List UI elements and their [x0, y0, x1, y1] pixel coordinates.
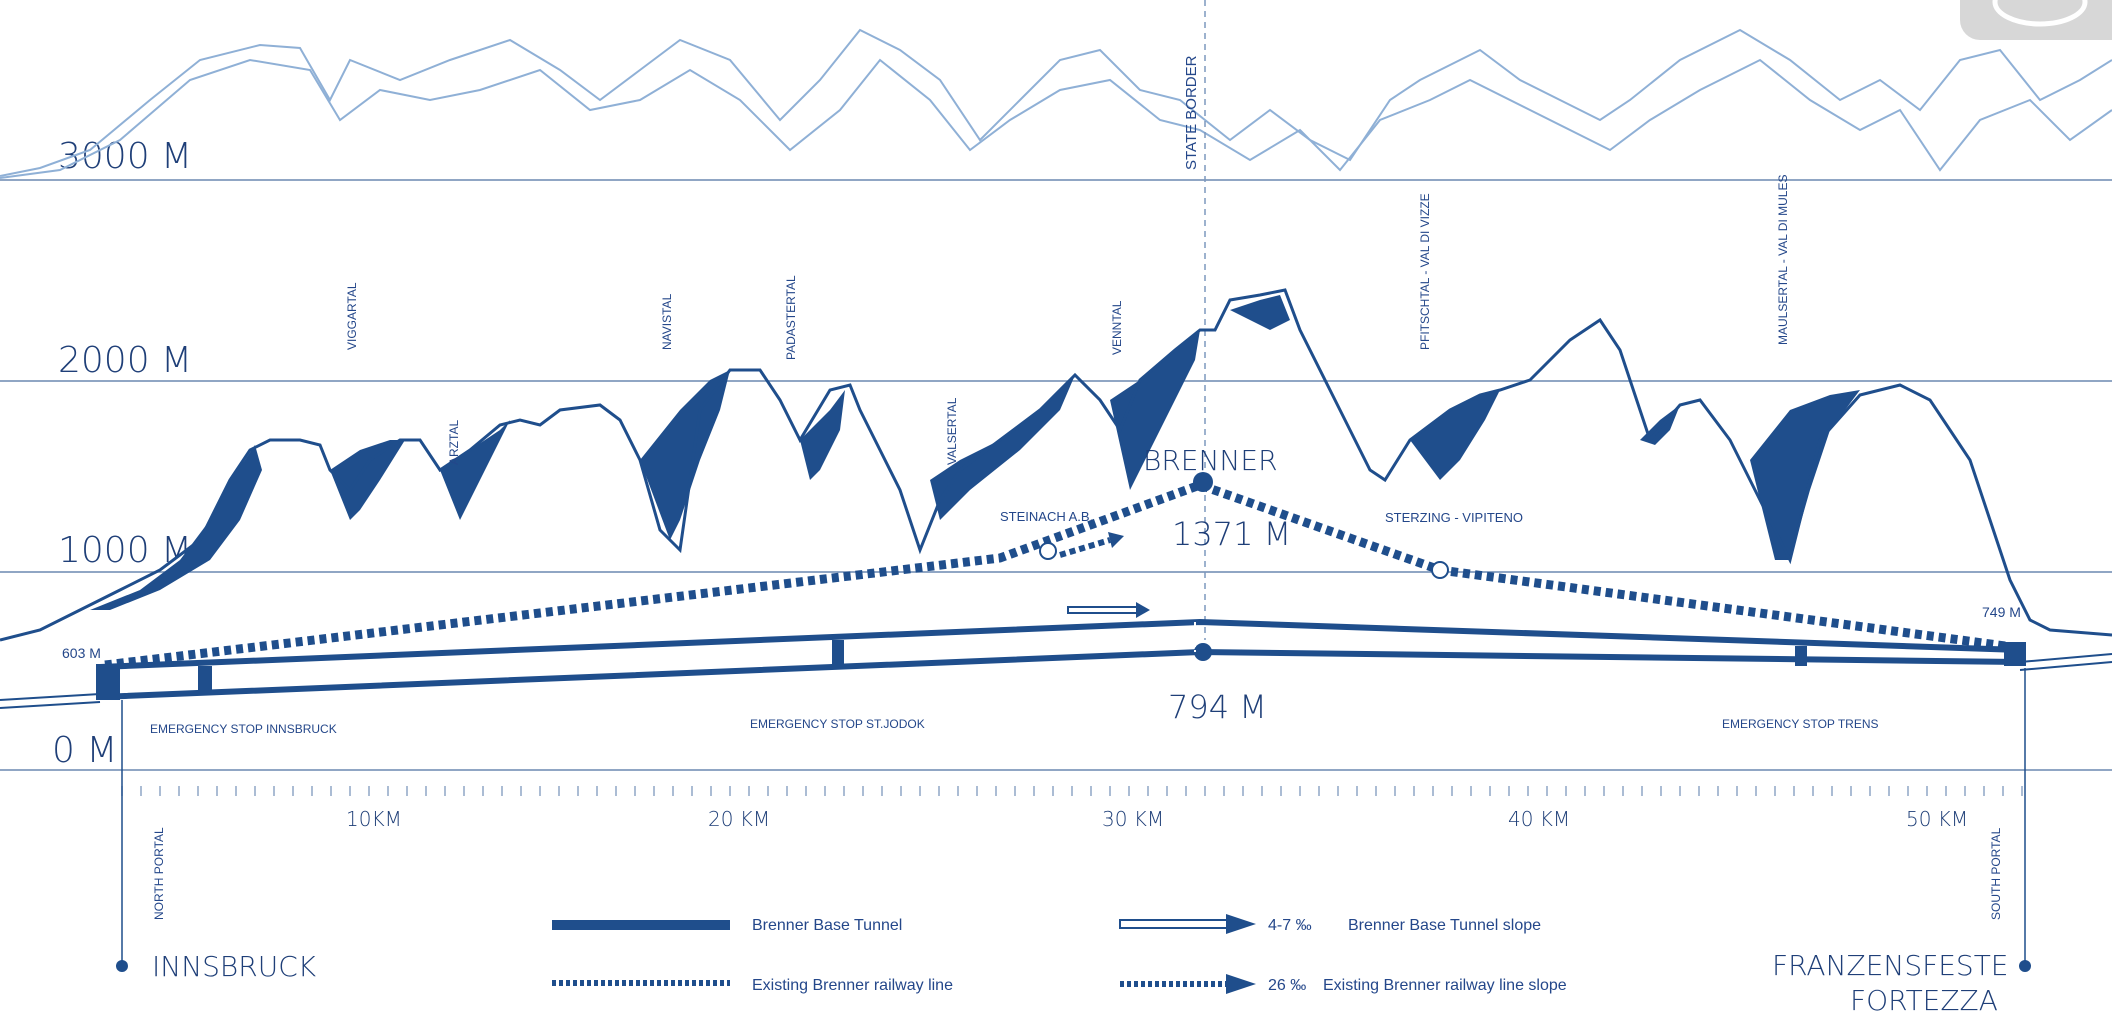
legend-tunnel-slope-value: 4-7 ‰: [1268, 917, 1312, 934]
brenner-marker: [1193, 472, 1213, 492]
railway-slope-arrow: [1059, 532, 1124, 558]
existing-railway-line: [104, 480, 2021, 670]
brenner-elevation: 1371 M: [1172, 515, 1291, 553]
emergency-stop-innsbruck-label: EMERGENCY STOP INNSBRUCK: [150, 722, 337, 736]
fortezza-label: FORTEZZA: [1850, 984, 1998, 1017]
elevation-label-3000: 3000 M: [58, 136, 192, 177]
brenner-base-tunnel: [99, 618, 2021, 700]
tunnel-slope-arrow: [1067, 602, 1150, 618]
mountain-profile: [0, 288, 2112, 642]
legend-tunnel-slope-arrowhead: [1226, 914, 1256, 934]
emergency-stop-stjodok-marker: [832, 640, 844, 664]
elevation-grid: [0, 179, 2112, 771]
south-portal-block: [2004, 642, 2026, 666]
north-portal-label: NORTH PORTAL: [152, 827, 166, 920]
sterzing-label: STERZING - VIPITENO: [1385, 510, 1523, 525]
valley-label-viggartal: VIGGARTAL: [345, 282, 359, 350]
logo-badge: [1960, 0, 2112, 40]
franzensfeste-label: FRANZENSFESTE: [1772, 949, 2008, 982]
legend-tunnel-slope-swatch: [1119, 919, 1229, 929]
steinach-label: STEINACH A.B.: [1000, 509, 1093, 524]
approach-rails: [0, 653, 2112, 709]
valley-label-padastertal: PADASTERTAL: [784, 275, 798, 360]
distance-label-50: 50 KM: [1906, 807, 1968, 831]
distance-label-40: 40 KM: [1508, 807, 1570, 831]
franzensfeste-marker: [2019, 960, 2031, 972]
legend-tunnel-swatch: [552, 920, 730, 930]
emergency-stop-trens-label: EMERGENCY STOP TRENS: [1722, 717, 1879, 731]
legend-tunnel-slope-label: Brenner Base Tunnel slope: [1348, 917, 1541, 934]
valley-label-valsertal: VALSERTAL: [945, 397, 959, 465]
sterzing-station-marker: [1431, 561, 1449, 579]
valley-label-pfitschtal: PFITSCHTAL - VAL DI VIZZE: [1418, 193, 1432, 350]
distance-label-20: 20 KM: [708, 807, 770, 831]
legend-railway-slope-value: 26 ‰: [1268, 977, 1306, 994]
legend-railway-label: Existing Brenner railway line: [752, 977, 953, 994]
legend-tunnel-label: Brenner Base Tunnel: [752, 917, 902, 934]
south-portal-elevation: 749 M: [1982, 604, 2021, 620]
north-portal-elevation: 603 M: [62, 645, 101, 661]
valley-label-maulsertal: MAULSERTAL - VAL DI MULES: [1776, 175, 1790, 346]
brenner-label: BRENNER: [1143, 444, 1278, 477]
steinach-station-marker: [1039, 542, 1057, 560]
legend: Brenner Base Tunnel Existing Brenner rai…: [552, 914, 1567, 994]
valley-label-venntal: VENNTAL: [1110, 300, 1124, 355]
distance-label-30: 30 KM: [1102, 807, 1164, 831]
legend-railway-slope-label: Existing Brenner railway line slope: [1323, 977, 1567, 994]
elevation-label-1000: 1000 M: [58, 530, 192, 571]
valley-label-arztal: ARZTAL: [447, 420, 461, 465]
valley-label-navistal: NAVISTAL: [660, 293, 674, 350]
south-portal-label: SOUTH PORTAL: [1989, 827, 2003, 920]
elevation-label-0: 0 M: [52, 730, 117, 771]
emergency-stop-innsbruck-marker: [198, 666, 212, 692]
km-scale-ticks: [121, 786, 2023, 796]
emergency-stop-stjodok-label: EMERGENCY STOP ST.JODOK: [750, 717, 925, 731]
innsbruck-label: INNSBRUCK: [152, 950, 317, 983]
innsbruck-marker: [116, 960, 128, 972]
background-ridge: [0, 28, 2112, 179]
elevation-label-2000: 2000 M: [58, 340, 192, 381]
legend-railway-slope-arrowhead: [1226, 974, 1256, 994]
distance-label-10: 10KM: [346, 807, 402, 831]
tunnel-summit-marker: [1194, 643, 1212, 661]
state-border-label: STATE BORDER: [1183, 55, 1200, 170]
tunnel-summit-elevation: 794 M: [1168, 688, 1267, 726]
emergency-stop-trens-marker: [1795, 646, 1807, 666]
